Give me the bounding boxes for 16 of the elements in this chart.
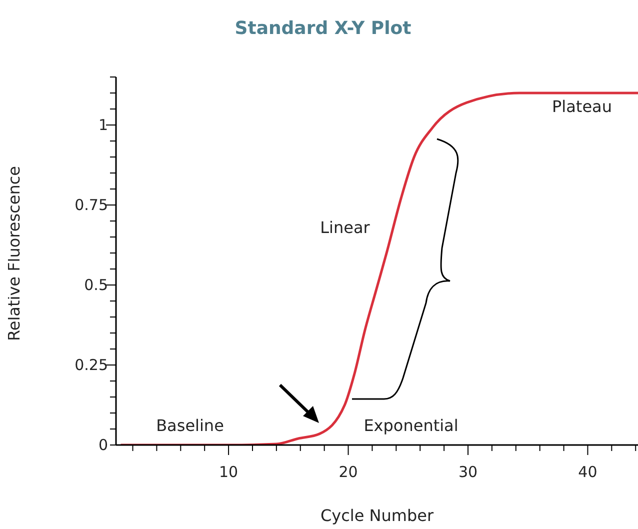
x-axis-title: Cycle Number	[320, 506, 434, 525]
chart-title: Standard X-Y Plot	[234, 18, 412, 39]
x-tick-label: 40	[578, 463, 598, 481]
annotation: Plateau	[552, 97, 612, 116]
y-tick-label: 0.5	[84, 276, 108, 294]
line-series	[120, 92, 638, 445]
annotation: Baseline	[156, 416, 224, 435]
annotation: Linear	[320, 218, 370, 237]
y-tick-label: 0.25	[74, 356, 108, 374]
x-tick-label: 10	[218, 463, 238, 481]
y-tick-label: 0.75	[74, 196, 108, 214]
y-tick-label: 0	[98, 436, 108, 454]
x-tick-label: 30	[458, 463, 478, 481]
x-tick-label: 20	[338, 463, 358, 481]
y-tick-label: 1	[98, 116, 108, 134]
annotation: Exponential	[364, 416, 458, 435]
